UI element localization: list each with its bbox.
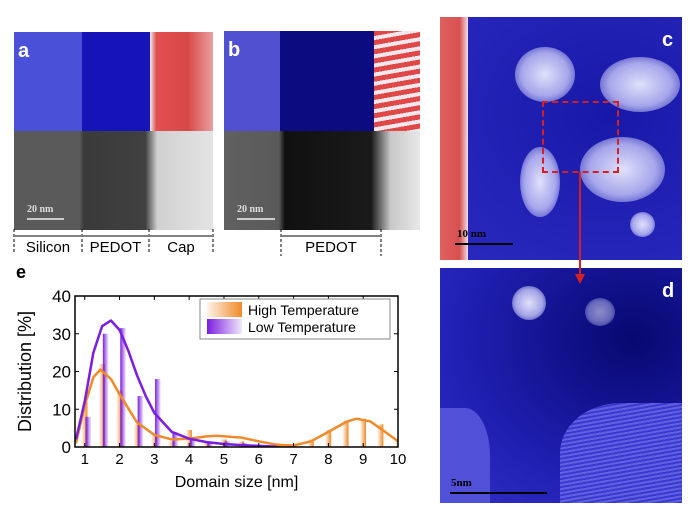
panel-b-map-silicon bbox=[224, 31, 280, 131]
y-axis-label: Distribution [%] bbox=[15, 311, 35, 432]
high-temperature-bar bbox=[377, 424, 384, 447]
y-tick-label: 20 bbox=[52, 363, 71, 382]
low-temperature-bar bbox=[102, 333, 109, 447]
high-temperature-bar bbox=[360, 418, 366, 447]
panel-b-haadf bbox=[224, 131, 420, 230]
y-tick-label: 10 bbox=[52, 400, 71, 419]
panel-b-scale-label: 20 nm bbox=[237, 204, 264, 215]
low-temperature-bar bbox=[137, 396, 144, 447]
legend-swatch bbox=[207, 302, 242, 317]
low-temperature-bar bbox=[189, 439, 196, 447]
high-temperature-bar bbox=[308, 439, 314, 447]
domain-blob bbox=[515, 47, 575, 102]
panel-a-haadf bbox=[14, 131, 213, 230]
panel-d-image: d 5nm bbox=[440, 268, 682, 503]
bars bbox=[81, 328, 398, 447]
lattice-region bbox=[560, 403, 682, 503]
legend-label: High Temperature bbox=[248, 302, 359, 318]
domain-blob bbox=[520, 147, 560, 217]
region-label-silicon: Silicon bbox=[25, 239, 71, 256]
x-tick-label: 3 bbox=[150, 451, 158, 468]
low-temperature-bar bbox=[85, 416, 92, 447]
lattice-region bbox=[440, 408, 490, 503]
x-tick-label: 2 bbox=[115, 451, 123, 468]
panel-d-scale-bar bbox=[450, 492, 547, 494]
x-axis-label: Domain size [nm] bbox=[175, 474, 299, 491]
y-tick-label: 40 bbox=[52, 287, 71, 306]
panel-a-scale-bar bbox=[27, 218, 64, 220]
panel-a-label: a bbox=[18, 40, 30, 62]
legend-label: Low Temperature bbox=[248, 319, 356, 335]
region-label-pedot-b: PEDOT bbox=[305, 239, 357, 256]
high-temperature-bar bbox=[343, 420, 349, 447]
region-label-pedot: PEDOT bbox=[89, 239, 142, 256]
high-temperature-bar bbox=[151, 433, 158, 447]
panel-b-image: b 20 nm bbox=[224, 31, 420, 230]
panel-d-label: d bbox=[662, 280, 675, 302]
x-tick-label: 5 bbox=[220, 451, 228, 468]
panel-b-map-cap bbox=[374, 31, 420, 131]
x-tick-label: 9 bbox=[359, 451, 367, 468]
x-tick-label: 6 bbox=[255, 451, 263, 468]
domain-blob bbox=[630, 212, 655, 237]
panel-c-label: c bbox=[662, 29, 674, 51]
panel-e-label: e bbox=[16, 262, 27, 282]
high-temperature-bar bbox=[81, 401, 88, 447]
high-temperature-bar bbox=[325, 430, 332, 447]
high-temperature-bar bbox=[203, 441, 210, 447]
x-tick-label: 4 bbox=[185, 451, 193, 468]
x-tick-label: 1 bbox=[81, 451, 89, 468]
high-temperature-bar bbox=[134, 424, 140, 447]
panel-b-scale-bar bbox=[237, 218, 275, 220]
low-temperature-fit-curve bbox=[75, 319, 277, 447]
panel-a-image: a 20 nm bbox=[14, 32, 213, 230]
high-temperature-bar bbox=[168, 441, 175, 447]
nanocrystal bbox=[512, 286, 546, 320]
x-tick-label: 8 bbox=[324, 451, 332, 468]
y-tick-label: 0 bbox=[62, 438, 71, 457]
panel-a-map-silicon bbox=[14, 32, 82, 131]
panel-c-scale-bar bbox=[455, 243, 513, 245]
high-temperature-bar bbox=[395, 439, 398, 447]
high-temperature-bar bbox=[116, 390, 123, 447]
x-tick-label: 7 bbox=[289, 451, 297, 468]
panel-c-cap-region bbox=[440, 17, 468, 260]
zoom-region-box bbox=[542, 101, 619, 173]
low-temperature-bar bbox=[207, 443, 213, 447]
y-tick-label: 30 bbox=[52, 325, 71, 344]
x-tick-label: 10 bbox=[390, 451, 407, 468]
legend-swatch bbox=[207, 319, 242, 334]
high-temperature-bar bbox=[99, 363, 105, 447]
panel-c-scale-label: 10 nm bbox=[457, 228, 487, 240]
distribution-chart: 1 2 3 4 5 6 7 8 9 10 0 10 20 30 40 Domain size [nm] Dist… bbox=[15, 287, 407, 491]
panel-c-image: c 10 nm bbox=[440, 17, 682, 260]
zoom-arrow bbox=[575, 172, 585, 284]
panel-d-scale-label: 5nm bbox=[451, 477, 472, 489]
region-label-cap: Cap bbox=[167, 239, 195, 256]
panel-b-map-pedot bbox=[280, 31, 374, 131]
panel-a-map-cap bbox=[150, 32, 213, 131]
low-temperature-bar bbox=[120, 328, 126, 447]
region-brackets bbox=[13, 229, 382, 256]
high-temperature-fit-curve bbox=[75, 368, 398, 447]
panel-a-scale-label: 20 nm bbox=[27, 204, 54, 215]
panel-b-label: b bbox=[228, 39, 241, 61]
low-temperature-bar bbox=[155, 379, 161, 447]
nanocrystal bbox=[585, 298, 615, 326]
panel-a-map-pedot bbox=[82, 32, 150, 131]
domain-blob bbox=[580, 137, 665, 202]
